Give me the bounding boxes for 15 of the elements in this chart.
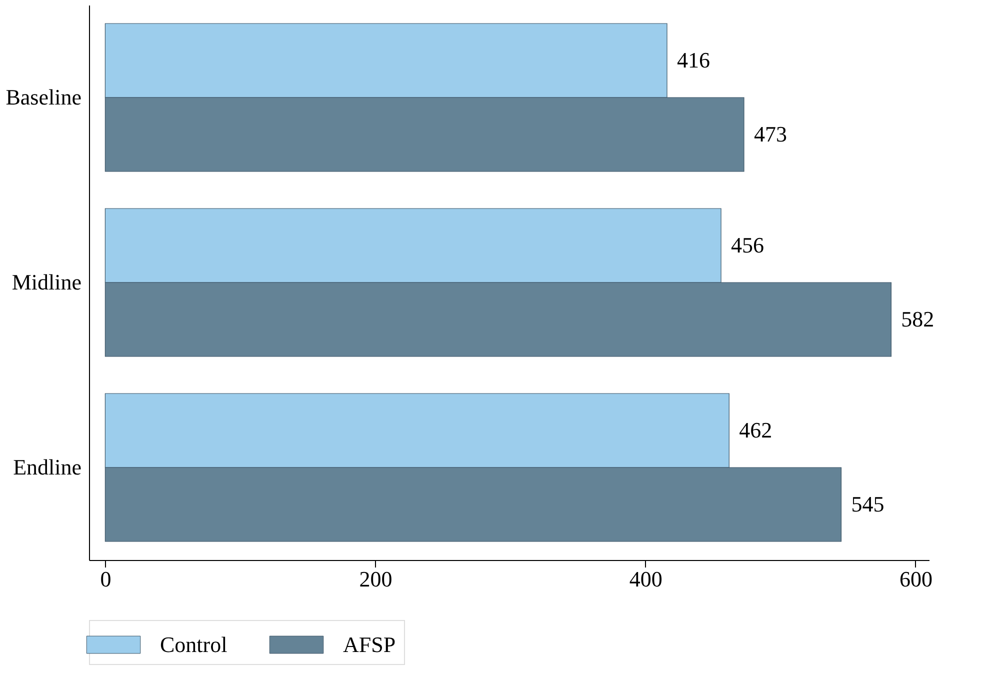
y-tick-label: Baseline [6, 84, 82, 110]
x-tick-label: 200 [359, 566, 392, 592]
y-tick-label: Midline [12, 270, 82, 294]
data-label: 416 [677, 48, 710, 72]
x-tick-label: 600 [899, 566, 932, 592]
data-label: 545 [851, 492, 884, 516]
x-tick-label: 400 [629, 566, 662, 592]
y-tick-label: Endline [13, 454, 82, 480]
data-label: 456 [731, 232, 764, 258]
x-tick-label: 0 [100, 566, 112, 592]
legend-label: Control [160, 632, 228, 657]
legend-label: AFSP [343, 632, 396, 657]
data-label: 473 [754, 122, 787, 146]
data-label: 582 [901, 306, 934, 332]
data-label: 462 [739, 418, 772, 442]
